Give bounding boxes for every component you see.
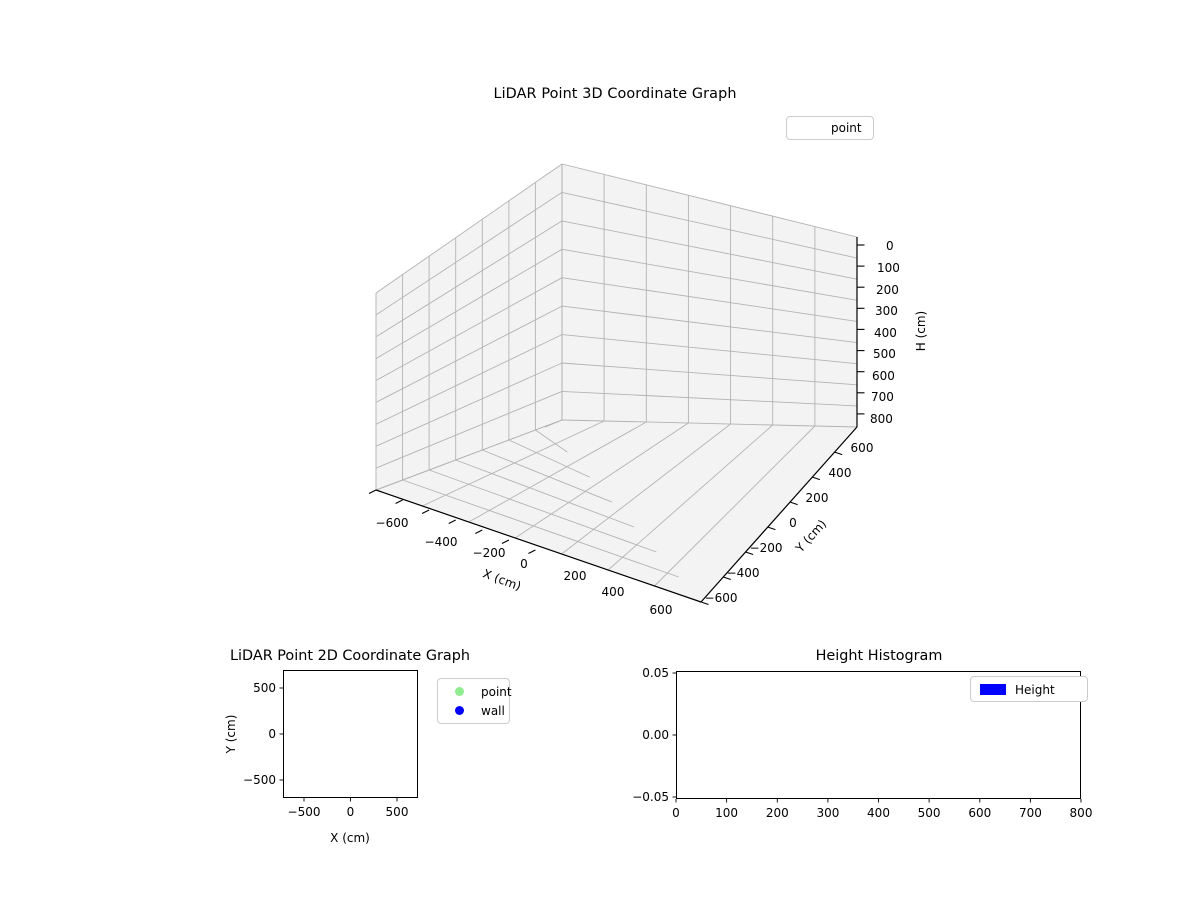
- y-tick-label-3d: −200: [749, 541, 783, 555]
- axis-spines-3d: [375, 237, 858, 603]
- grid-wall-left: [375, 163, 563, 491]
- height-swatch-icon: [977, 684, 1009, 695]
- legend-2d[interactable]: point wall: [437, 678, 512, 724]
- legend-label: point: [481, 684, 512, 699]
- x-tick-label-2d: −500: [287, 805, 321, 819]
- x-tick-label-3d: 400: [601, 585, 625, 599]
- z-tick-label-3d: 300: [875, 304, 898, 318]
- y-axis-ticks-3d: [700, 451, 843, 606]
- z-tick-label-3d: 500: [873, 347, 896, 361]
- y-tick-label-3d: 0: [789, 516, 797, 530]
- y-axis-spine: [700, 426, 858, 603]
- y-axis-ticks-histogram: [672, 672, 676, 798]
- legend-3d[interactable]: point: [786, 116, 874, 140]
- y-tick-label-2d: 0: [268, 727, 276, 741]
- axes-2d-frame: [283, 670, 418, 798]
- x-tick-label-3d: 600: [649, 603, 673, 617]
- legend-label: Height: [1015, 682, 1055, 697]
- y-tick-label-2d: −500: [243, 773, 276, 787]
- chart-3d-title: LiDAR Point 3D Coordinate Graph: [493, 85, 737, 102]
- x-tick-label-histogram: 600: [968, 806, 992, 820]
- x-tick-label-3d: 0: [520, 557, 528, 571]
- axes-2d-canvas: [279, 687, 398, 802]
- y-tick-label-histogram: 0.00: [642, 728, 669, 742]
- legend-item-point[interactable]: point: [793, 119, 867, 137]
- z-tick-label-3d: 0: [886, 239, 894, 253]
- z-axis-label-3d: H (cm): [914, 310, 928, 352]
- y-axis-ticks-2d: [279, 687, 283, 781]
- legend-label: wall: [481, 703, 505, 718]
- z-tick-label-3d: 600: [872, 369, 895, 383]
- x-tick-label-histogram: 700: [1018, 806, 1042, 820]
- x-tick-label-3d: −600: [375, 516, 409, 530]
- z-tick-label-3d: 800: [870, 412, 893, 426]
- y-tick-label-3d: −400: [726, 566, 760, 580]
- x-tick-label-histogram: 500: [917, 806, 941, 820]
- axes-histogram-panel: Height Histogram 0: [600, 630, 1200, 900]
- y-tick-label-3d: 600: [850, 441, 874, 455]
- axes-2d-panel: LiDAR Point 2D Coordinate Graph 500 0 −5…: [0, 630, 600, 900]
- x-tick-label-3d: −200: [472, 546, 506, 560]
- x-tick-label-2d: 500: [385, 805, 409, 819]
- z-tick-label-3d: 100: [877, 261, 900, 275]
- legend-item-height[interactable]: Height: [977, 680, 1081, 699]
- x-tick-label-3d: −400: [424, 535, 458, 549]
- y-tick-label-3d: 400: [828, 466, 852, 480]
- z-tick-label-3d: 400: [874, 326, 897, 340]
- legend-item-wall[interactable]: wall: [443, 701, 505, 720]
- x-tick-label-histogram: 0: [672, 806, 680, 820]
- axes-3d-panel: LiDAR Point 3D Coordinate Graph: [368, 85, 928, 617]
- y-tick-label-histogram: −0.05: [632, 790, 669, 804]
- grid-wall-right: [561, 163, 858, 428]
- chart-histogram-title: Height Histogram: [815, 647, 943, 664]
- legend-histogram[interactable]: Height: [970, 676, 1088, 702]
- x-axis-label-2d: X (cm): [330, 831, 370, 845]
- x-tick-label-histogram: 200: [765, 806, 789, 820]
- x-axis-ticks-2d: [303, 798, 398, 802]
- chart-2d-title: LiDAR Point 2D Coordinate Graph: [230, 647, 470, 664]
- x-tick-label-histogram: 800: [1069, 806, 1093, 820]
- z-tick-label-3d: 700: [871, 390, 894, 404]
- y-tick-label-3d: −600: [704, 591, 738, 605]
- z-axis-ticks-3d: [857, 244, 865, 415]
- x-tick-label-histogram: 400: [867, 806, 890, 820]
- x-axis-ticks-3d: [368, 489, 536, 554]
- axes-3d-canvas: [368, 163, 865, 606]
- x-tick-label-histogram: 300: [816, 806, 840, 820]
- x-axis-ticks-histogram: [675, 799, 1082, 803]
- y-tick-label-3d: 200: [805, 491, 829, 505]
- axes-histogram-canvas: [672, 672, 1082, 803]
- x-tick-label-3d: 200: [563, 569, 587, 583]
- pane-yz-back: [561, 163, 858, 428]
- legend-item-point[interactable]: point: [443, 682, 512, 701]
- y-tick-label-2d: 500: [253, 681, 276, 695]
- y-tick-label-histogram: 0.05: [642, 666, 669, 680]
- y-axis-label-2d: Y (cm): [224, 714, 238, 754]
- x-tick-label-histogram: 100: [715, 806, 739, 820]
- point-marker-icon: [443, 687, 475, 696]
- z-tick-label-3d: 200: [876, 283, 899, 297]
- legend-label: point: [831, 121, 862, 135]
- x-axis-spine: [375, 489, 702, 603]
- wall-marker-icon: [443, 706, 475, 715]
- x-tick-label-2d: 0: [346, 805, 355, 819]
